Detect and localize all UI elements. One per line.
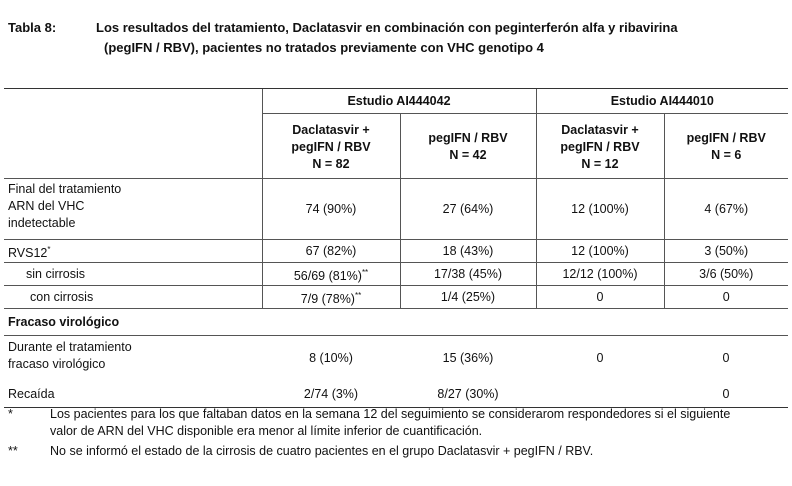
arm-line: pegIFN / RBV [291, 139, 371, 154]
footnote-text: Los pacientes para los que faltaban dato… [50, 406, 788, 440]
table-row-relapse: Recaída 2/74 (3%) 8/27 (30%) 0 [4, 381, 788, 408]
table-cell: 8/27 (30%) [400, 381, 536, 408]
footnote-text: No se informó el estado de la cirrosis d… [50, 443, 788, 460]
table-cell: 7/9 (78%)** [261, 285, 400, 309]
arm-line: pegIFN / RBV [560, 139, 640, 154]
table-title: Los resultados del tratamiento, Daclatas… [96, 18, 786, 58]
row-label: con cirrosis [4, 285, 262, 309]
table-row-no-cirrhosis: sin cirrosis 56/69 (81%)** 17/38 (45%) 1… [4, 262, 788, 286]
row-label-line: indetectable [8, 216, 76, 230]
table-row-svr12: RVS12* 67 (82%) 18 (43%) 12 (100%) 3 (50… [4, 239, 788, 263]
row-label: Final del tratamiento ARN del VHC indete… [4, 178, 262, 240]
table-cell: 0 [664, 381, 788, 408]
table-cell [536, 381, 664, 408]
table-cell: 12 (100%) [535, 239, 664, 263]
arm-line: N = 42 [449, 148, 487, 162]
table-cell: 18 (43%) [399, 239, 536, 263]
table-cell [262, 308, 400, 336]
footnote-line: No se informó el estado de la cirrosis d… [50, 444, 594, 458]
row-label-text: RVS12 [8, 245, 48, 260]
arm-line: N = 82 [312, 156, 350, 171]
table-row-during-treatment: Durante el tratamiento fracaso virológic… [4, 336, 788, 382]
arm-header-peg-010: pegIFN / RBV N = 6 [663, 113, 788, 179]
row-label: Recaída [4, 381, 262, 408]
table-cell: 0 [596, 351, 604, 365]
table-cell: 3/6 (50%) [663, 262, 788, 286]
row-label: sin cirrosis [4, 262, 262, 286]
empty-header-cell [4, 88, 262, 114]
table-cell: 0 [663, 285, 788, 309]
empty-arm-cell [4, 113, 262, 179]
results-table: Estudio AI444042 Estudio AI444010 Daclat… [4, 88, 788, 408]
table-cell: 74 (90%) [261, 178, 400, 240]
table-cell: 4 (67%) [663, 178, 788, 240]
footnote-line: Los pacientes para los que faltaban dato… [50, 407, 731, 421]
table-title-line-2: (pegIFN / RBV), pacientes no tratados pr… [104, 40, 544, 55]
table-cell: 0 [722, 351, 730, 365]
row-label-line: Durante el tratamiento [8, 340, 132, 354]
arm-line: pegIFN / RBV [428, 131, 508, 145]
arm-line: N = 6 [711, 148, 742, 162]
arm-header-peg-042: pegIFN / RBV N = 42 [399, 113, 536, 179]
arm-line: Daclatasvir + [292, 122, 370, 137]
row-label-line: ARN del VHC [8, 199, 85, 213]
table-cell: 56/69 (81%)** [261, 262, 400, 286]
table-cell: 12/12 (100%) [535, 262, 664, 286]
table-cell: 2/74 (3%) [262, 381, 400, 408]
table-cell: 15 (36%) [442, 351, 494, 365]
table-cell: 67 (82%) [261, 239, 400, 263]
section-label: Fracaso virológico [4, 308, 262, 336]
footnote-marker: * [8, 407, 13, 421]
table-row-cirrhosis: con cirrosis 7/9 (78%)** 1/4 (25%) 0 0 [4, 285, 788, 309]
row-label-line: Final del tratamiento [8, 182, 122, 196]
row-label-line: fracaso virológico [8, 357, 106, 371]
table-number: Tabla 8: [8, 20, 57, 35]
study-header-row: Estudio AI444042 Estudio AI444010 [4, 88, 788, 114]
cell-value: 7/9 (78%) [300, 291, 355, 306]
cell-value: 56/69 (81%) [293, 268, 362, 283]
table-cell: 17/38 (45%) [399, 262, 536, 286]
table-cell: 3 (50%) [663, 239, 788, 263]
arm-header-dcv-042: Daclatasvir + pegIFN / RBV N = 82 [261, 113, 400, 179]
study-ai444010-header: Estudio AI444010 [535, 88, 788, 114]
table-cell: 12 (100%) [535, 178, 664, 240]
footnote-line: valor de ARN del VHC disponible era meno… [50, 424, 483, 438]
arm-header-dcv-010: Daclatasvir + pegIFN / RBV N = 12 [535, 113, 664, 179]
row-label: RVS12* [4, 239, 262, 263]
footnote-marker: ** [8, 444, 18, 458]
table-cell: 0 [535, 285, 664, 309]
table-title-line-1: Los resultados del tratamiento, Daclatas… [96, 20, 678, 35]
arm-line: N = 12 [581, 156, 619, 171]
footnote-mark: ** [361, 267, 369, 277]
table-cell [664, 308, 788, 336]
row-label: Durante el tratamiento fracaso virológic… [4, 336, 262, 382]
table-cell: 1/4 (25%) [399, 285, 536, 309]
table-cell: 8 (10%) [309, 351, 353, 365]
study-ai444042-header: Estudio AI444042 [261, 88, 536, 114]
arm-header-row: Daclatasvir + pegIFN / RBV N = 82 pegIFN… [4, 113, 788, 179]
arm-line: Daclatasvir + [561, 122, 639, 137]
table-cell: 27 (64%) [399, 178, 536, 240]
table-row-virologic-failure: Fracaso virológico [4, 308, 788, 336]
table-cell [536, 308, 664, 336]
table-row-end-of-treatment: Final del tratamiento ARN del VHC indete… [4, 178, 788, 240]
table-cell [400, 308, 536, 336]
arm-line: pegIFN / RBV [686, 131, 766, 145]
footnote-mark: * [47, 244, 51, 254]
footnote-mark: ** [354, 290, 362, 300]
